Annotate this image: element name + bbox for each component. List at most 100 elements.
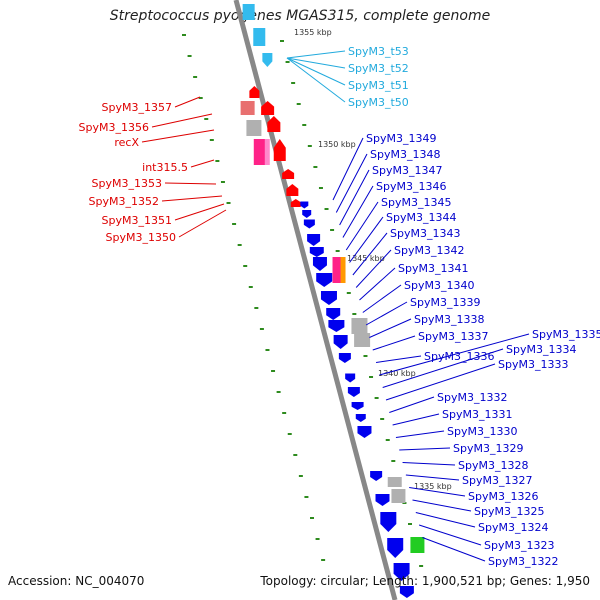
forward-gene[interactable] [240, 101, 255, 115]
gene-label[interactable]: SpyM3_1322 [488, 555, 558, 568]
gene-label[interactable]: SpyM3_1339 [410, 296, 480, 309]
leader-line [375, 355, 422, 363]
scale-label: 1350 kbp [318, 140, 356, 149]
leader-line [342, 185, 374, 238]
gene-label[interactable]: SpyM3_1335 [532, 328, 600, 341]
reverse-gene[interactable] [357, 426, 372, 438]
reverse-gene[interactable] [333, 335, 348, 349]
leader-line [382, 348, 504, 388]
genome-summary-text: Topology: circular; Length: 1,900,521 bp… [260, 574, 590, 588]
reverse-gene[interactable] [375, 494, 390, 506]
leader-line [161, 195, 223, 202]
gene-label[interactable]: SpyM3_1352 [89, 195, 159, 208]
gene-label[interactable]: SpyM3_1341 [398, 262, 468, 275]
gene-label[interactable]: SpyM3_1329 [453, 442, 523, 455]
reverse-gene[interactable] [320, 291, 337, 305]
gene-label[interactable]: recX [114, 136, 139, 149]
gene-label[interactable]: int315.5 [142, 161, 188, 174]
gene-label[interactable]: SpyM3_1344 [386, 211, 456, 224]
reverse-gene[interactable] [399, 586, 414, 598]
pseudogene[interactable] [246, 120, 262, 136]
reverse-gene[interactable] [332, 257, 342, 283]
reverse-gene[interactable] [316, 273, 333, 287]
forward-gene[interactable] [253, 139, 267, 165]
gene-label[interactable]: SpyM3_1331 [442, 408, 512, 421]
gene-label[interactable]: SpyM3_1332 [437, 391, 507, 404]
gene-label[interactable]: SpyM3_1342 [394, 244, 464, 257]
reverse-gene[interactable] [338, 353, 351, 363]
leader-line [141, 129, 215, 143]
gene-label[interactable]: SpyM3_1338 [414, 313, 484, 326]
gene-label[interactable]: SpyM3_1351 [102, 214, 172, 227]
reverse-gene[interactable] [307, 234, 321, 246]
leader-line [359, 267, 396, 301]
leader-line [286, 57, 346, 103]
reverse-gene[interactable] [410, 537, 425, 553]
reverse-gene[interactable] [328, 320, 345, 332]
reverse-gene[interactable] [309, 247, 324, 257]
gene-label[interactable]: SpyM3_1324 [478, 521, 548, 534]
reverse-gene[interactable] [300, 201, 309, 209]
gene-label[interactable]: SpyM3_1340 [404, 279, 474, 292]
reverse-gene[interactable] [393, 563, 410, 581]
leader-line [369, 318, 412, 338]
gene-label[interactable]: SpyM3_1326 [468, 490, 538, 503]
leader-line [174, 203, 225, 221]
leader-line [349, 216, 384, 263]
gene-label[interactable]: SpyM3_1328 [458, 459, 528, 472]
reverse-gene[interactable] [340, 257, 346, 283]
gene-label[interactable]: SpyM3_t50 [348, 96, 409, 109]
gene-label[interactable]: SpyM3_1327 [462, 474, 532, 487]
forward-gene[interactable] [273, 139, 286, 161]
pseudogene[interactable] [387, 477, 402, 487]
reverse-gene[interactable] [370, 471, 383, 481]
leader-line [345, 201, 379, 251]
gene-label[interactable]: SpyM3_1343 [390, 227, 460, 240]
reverse-gene[interactable] [380, 512, 397, 532]
leader-line [286, 50, 346, 59]
pseudogene[interactable] [391, 489, 406, 503]
reverse-gene[interactable] [312, 257, 327, 271]
reverse-gene[interactable] [303, 219, 315, 229]
gene-label[interactable]: SpyM3_t51 [348, 79, 409, 92]
gene-label[interactable]: SpyM3_1323 [484, 539, 554, 552]
forward-gene[interactable] [249, 86, 260, 98]
pseudogene[interactable] [354, 333, 371, 347]
gene-label[interactable]: SpyM3_1356 [79, 121, 149, 134]
leader-line [379, 333, 530, 376]
gene-label[interactable]: SpyM3_1349 [366, 132, 436, 145]
forward-gene[interactable] [282, 169, 295, 179]
gene-label[interactable]: SpyM3_1333 [498, 358, 568, 371]
forward-gene[interactable] [290, 199, 301, 207]
forward-gene[interactable] [264, 139, 270, 165]
gene-label[interactable]: SpyM3_1325 [474, 505, 544, 518]
forward-gene[interactable] [267, 116, 281, 132]
forward-gene[interactable] [261, 101, 275, 115]
gene-label[interactable]: SpyM3_1350 [106, 231, 176, 244]
gene-label[interactable]: SpyM3_1346 [376, 180, 446, 193]
trna-gene[interactable] [253, 28, 266, 46]
gene-label[interactable]: SpyM3_1330 [447, 425, 517, 438]
gene-label[interactable]: SpyM3_1337 [418, 330, 488, 343]
reverse-gene[interactable] [326, 308, 341, 320]
trna-gene[interactable] [242, 4, 255, 20]
gene-label[interactable]: SpyM3_1353 [92, 177, 162, 190]
gene-label[interactable]: SpyM3_1334 [506, 343, 576, 356]
gene-label[interactable]: SpyM3_1348 [370, 148, 440, 161]
gene-label[interactable]: SpyM3_t53 [348, 45, 409, 58]
trna-gene[interactable] [262, 53, 273, 67]
reverse-gene[interactable] [345, 373, 356, 383]
gene-label[interactable]: SpyM3_1345 [381, 196, 451, 209]
forward-gene[interactable] [286, 184, 299, 196]
pseudogene[interactable] [351, 318, 368, 334]
reverse-gene[interactable] [302, 210, 312, 218]
gene-label[interactable]: SpyM3_t52 [348, 62, 409, 75]
leader-line [190, 159, 215, 168]
reverse-gene[interactable] [387, 538, 404, 558]
gene-label[interactable]: SpyM3_1347 [372, 164, 442, 177]
reverse-gene[interactable] [347, 387, 360, 397]
gene-label[interactable]: SpyM3_1336 [424, 350, 494, 363]
reverse-gene[interactable] [351, 402, 364, 410]
gene-label[interactable]: SpyM3_1357 [102, 101, 172, 114]
reverse-gene[interactable] [355, 414, 366, 422]
